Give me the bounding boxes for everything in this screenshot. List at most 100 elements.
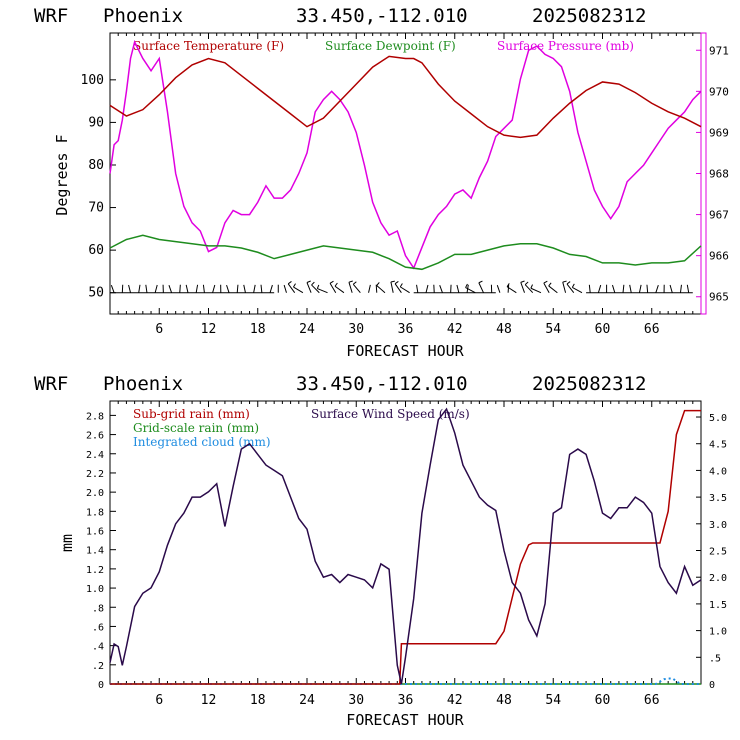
- bottom-y2-tick-label: 0: [709, 680, 715, 691]
- wind-barb: [179, 284, 181, 293]
- wind-barb: [465, 287, 476, 294]
- wind-barb: [128, 284, 132, 293]
- wind-barb: [202, 284, 205, 293]
- wind-barb-flag: [293, 283, 296, 288]
- wind-barb: [530, 287, 542, 294]
- wind-barb: [253, 284, 256, 293]
- top-x-tick-label: 42: [447, 322, 463, 337]
- bottom-y2-tick-label: 4.0: [709, 466, 727, 477]
- bottom-y2-tick-label: 4.5: [709, 440, 727, 451]
- wind-barb: [154, 284, 158, 293]
- wind-barb: [669, 284, 673, 293]
- bottom-x-tick-label: 60: [595, 693, 611, 708]
- wind-barb: [317, 288, 328, 294]
- bottom-x-tick-label: 54: [545, 693, 561, 708]
- top-x-tick-label: 30: [348, 322, 364, 337]
- bottom-header-station: Phoenix: [103, 373, 183, 395]
- wind-barb: [306, 282, 312, 293]
- wind-barb-flag: [520, 280, 525, 283]
- wind-barb-flag: [390, 280, 395, 283]
- wind-barb-flag: [478, 280, 483, 284]
- top-y2-tick-label: 971: [709, 44, 729, 57]
- bottom-y-tick-label: 1.8: [86, 507, 104, 518]
- wind-barb: [629, 284, 632, 293]
- legend-surface-dewpoint: Surface Dewpoint (F): [325, 39, 456, 53]
- bottom-y-tick-label: 1.0: [86, 584, 104, 595]
- wind-barb: [168, 284, 173, 293]
- wind-barb-flag: [376, 282, 380, 286]
- bottom-header-coords: 33.450,-112.010: [296, 373, 468, 395]
- wind-barb: [376, 285, 386, 294]
- top-y2-tick-label: 968: [709, 168, 729, 181]
- wind-barb: [400, 286, 410, 294]
- bottom-y-tick-label: 2.2: [86, 469, 104, 480]
- wind-barb: [679, 284, 682, 293]
- bottom-y2-tick-label: 3.5: [709, 493, 727, 504]
- wind-barb: [439, 285, 443, 293]
- bottom-x-axis-label: FORECAST HOUR: [346, 711, 464, 729]
- wind-barb: [588, 284, 591, 293]
- wind-barb: [243, 284, 246, 293]
- bottom-y2-tick-label: .5: [709, 653, 721, 664]
- bottom-y-axis-label: mm: [58, 534, 76, 552]
- wind-barb: [425, 284, 429, 293]
- wind-barb: [456, 284, 460, 293]
- wind-barb: [348, 282, 353, 293]
- wind-barbs: [110, 280, 693, 294]
- wind-barb: [611, 284, 616, 293]
- wind-barb: [269, 284, 273, 293]
- wind-barb-flag: [334, 282, 338, 287]
- wind-barb: [394, 283, 402, 293]
- top-x-tick-label: 54: [545, 322, 561, 337]
- precipitation-panel: WRF Phoenix 33.450,-112.010 2025082312 6…: [34, 373, 727, 729]
- bottom-header-model: WRF: [34, 373, 68, 395]
- bottom-x-tick-label: 6: [155, 693, 163, 708]
- top-y-tick-label: 50: [88, 286, 104, 301]
- series-surface-pressure: [109, 39, 702, 270]
- bottom-y-tick-label: 0: [98, 680, 104, 691]
- top-header-run: 2025082312: [532, 5, 646, 27]
- wind-barb: [311, 284, 320, 294]
- wind-barb: [138, 284, 141, 293]
- bottom-y-tick-label: 2.6: [86, 431, 104, 442]
- wind-barb: [236, 284, 239, 293]
- top-x-tick-label: 18: [250, 322, 266, 337]
- wind-barb: [352, 283, 361, 294]
- top-x-axis-label: FORECAST HOUR: [346, 342, 464, 360]
- wind-barb: [506, 286, 517, 294]
- wind-barb-flag: [394, 281, 399, 285]
- wind-barb-flag: [571, 283, 575, 288]
- wind-barb: [390, 281, 394, 293]
- bottom-y2-tick-label: 3.0: [709, 520, 727, 531]
- top-y2-tick-label: 967: [709, 209, 729, 222]
- wind-barb-flag: [306, 280, 311, 283]
- bottom-x-tick-label: 66: [644, 693, 660, 708]
- bottom-x-tick-label: 30: [348, 693, 364, 708]
- bottom-y-tick-label: .8: [92, 603, 104, 614]
- wind-barb: [212, 284, 216, 293]
- legend-surface-wind-speed: Surface Wind Speed (m/s): [311, 407, 470, 421]
- wind-barb: [496, 284, 501, 293]
- bottom-y2-tick-label: 1.5: [709, 600, 727, 611]
- bottom-y-tick-label: .2: [92, 661, 104, 672]
- wind-barb-flag: [348, 280, 353, 283]
- top-x-tick-label: 6: [155, 322, 163, 337]
- bottom-x-tick-label: 24: [299, 693, 315, 708]
- wind-barb: [520, 282, 525, 293]
- wind-barb-flag: [352, 281, 357, 285]
- legend-surface-pressure: Surface Pressure (mb): [497, 39, 634, 53]
- top-x-ticks: 6 12 18 24 30 36 42 48 54 60 66: [117, 33, 694, 337]
- top-x-tick-label: 60: [595, 322, 611, 337]
- series-surface-dewpoint: [109, 234, 702, 271]
- top-y-tick-label: 100: [81, 73, 104, 88]
- wind-barb-flag: [399, 283, 403, 288]
- top-y-tick-label: 60: [88, 243, 104, 258]
- legend-subgrid-rain: Sub-grid rain (mm): [133, 407, 250, 421]
- wind-barb: [287, 283, 296, 294]
- wind-barb: [543, 282, 550, 293]
- wind-barb: [329, 283, 337, 293]
- wind-barb: [548, 285, 558, 294]
- bottom-y-ticks: 0 .2 .4 .6 .8 1.0 1.2 1.4 1.6 1.8 2.0 2.2 2.4 2.6 2.8: [86, 411, 116, 691]
- bottom-y2-tick-label: 2.5: [709, 547, 727, 558]
